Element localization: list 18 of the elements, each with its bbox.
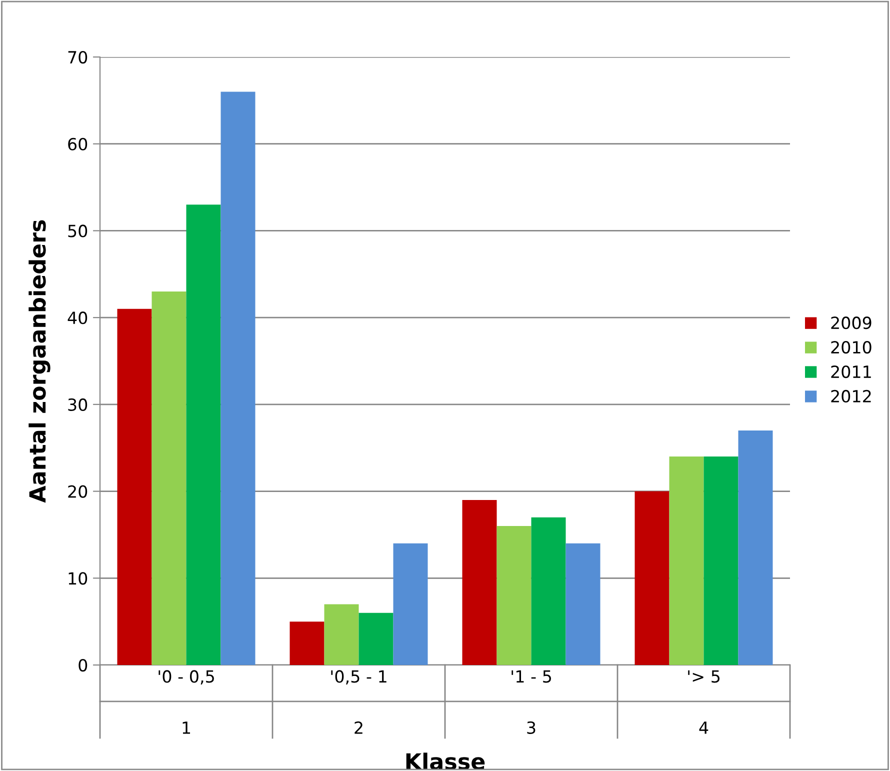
legend-label: 2010 — [831, 340, 872, 354]
category-label: '0,5 - 1 2 — [331, 670, 386, 734]
category-label: '1 - 5 3 — [512, 670, 551, 734]
y-tick-label: 40 — [68, 312, 88, 324]
x-axis-title: Klasse — [406, 752, 485, 770]
y-tick-label: 10 — [68, 572, 88, 585]
category-label: '> 5 4 — [688, 670, 720, 734]
y-tick-label: 60 — [68, 138, 88, 150]
legend-label: 2009 — [831, 316, 872, 330]
y-tick-label: 0 — [78, 658, 88, 672]
y-tick-label: 30 — [68, 398, 88, 411]
category-label: '0 - 0,5 1 — [158, 670, 214, 734]
y-tick-label: 20 — [68, 485, 88, 498]
legend-label: 2012 — [831, 390, 871, 403]
y-tick-label: 50 — [68, 224, 88, 238]
y-axis-title: Aantal zorgaanbieders — [28, 220, 50, 503]
legend-label: 2011 — [831, 365, 871, 378]
y-tick-label: 70 — [68, 50, 88, 64]
